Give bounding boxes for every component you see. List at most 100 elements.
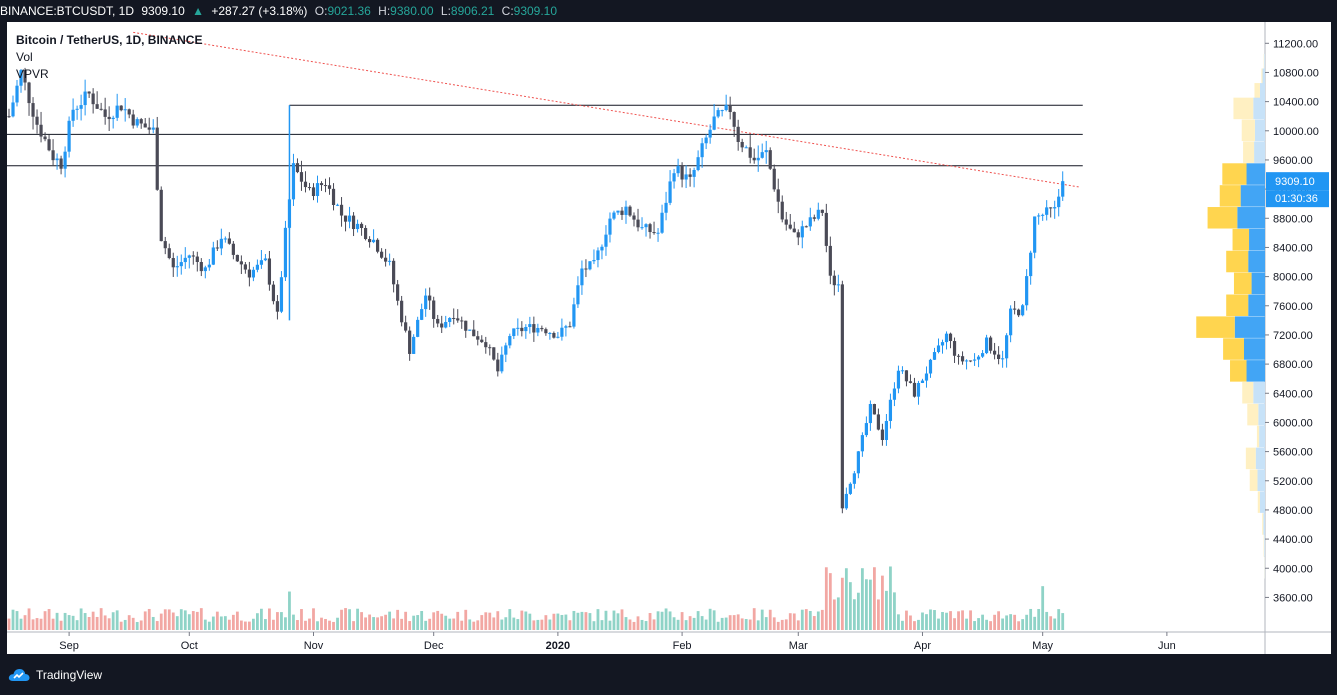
candle-body[interactable] xyxy=(416,319,420,337)
candle-body[interactable] xyxy=(335,204,340,206)
candle-body[interactable] xyxy=(448,317,452,323)
candle-body[interactable] xyxy=(752,157,756,161)
candle-body[interactable] xyxy=(363,228,368,240)
candle-body[interactable] xyxy=(1005,335,1009,359)
candle-body[interactable] xyxy=(892,388,897,400)
candle-body[interactable] xyxy=(63,151,67,169)
candle-body[interactable] xyxy=(371,239,376,243)
candle-body[interactable] xyxy=(171,258,175,268)
candle-body[interactable] xyxy=(83,91,87,106)
candle-body[interactable] xyxy=(576,285,580,305)
candle-body[interactable] xyxy=(400,300,404,323)
candle-body[interactable] xyxy=(916,382,921,397)
candle-body[interactable] xyxy=(1045,207,1049,215)
candle-body[interactable] xyxy=(940,342,945,346)
candle-body[interactable] xyxy=(952,341,957,356)
candle-body[interactable] xyxy=(508,336,512,346)
candle-body[interactable] xyxy=(203,267,207,272)
candle-body[interactable] xyxy=(235,254,239,262)
candle-body[interactable] xyxy=(123,109,127,111)
candle-body[interactable] xyxy=(295,163,300,173)
candle-body[interactable] xyxy=(928,359,933,374)
candle-body[interactable] xyxy=(528,324,532,328)
candle-body[interactable] xyxy=(396,284,400,301)
candle-body[interactable] xyxy=(592,260,596,262)
candle-body[interactable] xyxy=(119,105,123,111)
candle-body[interactable] xyxy=(992,350,997,355)
candle-body[interactable] xyxy=(1009,308,1013,336)
candle-body[interactable] xyxy=(660,212,664,233)
candle-body[interactable] xyxy=(404,322,408,331)
candle-body[interactable] xyxy=(636,219,640,228)
candle-body[interactable] xyxy=(19,70,23,86)
candle-body[interactable] xyxy=(868,404,872,424)
candle-body[interactable] xyxy=(960,356,965,362)
candle-body[interactable] xyxy=(500,354,504,372)
candle-body[interactable] xyxy=(207,264,211,268)
candle-body[interactable] xyxy=(444,322,448,328)
candle-body[interactable] xyxy=(884,420,889,440)
candle-body[interactable] xyxy=(187,255,191,258)
candle-body[interactable] xyxy=(672,173,676,182)
candle-body[interactable] xyxy=(424,295,428,310)
candle-body[interactable] xyxy=(59,158,63,169)
candle-body[interactable] xyxy=(908,381,913,383)
candle-body[interactable] xyxy=(852,473,856,484)
candle-body[interactable] xyxy=(680,165,684,180)
candle-body[interactable] xyxy=(107,116,111,120)
candle-body[interactable] xyxy=(824,212,828,246)
candle-body[interactable] xyxy=(904,370,909,382)
candle-body[interactable] xyxy=(267,258,272,285)
candle-body[interactable] xyxy=(380,251,384,258)
candle-body[interactable] xyxy=(199,261,203,272)
candle-body[interactable] xyxy=(151,127,155,130)
candle-body[interactable] xyxy=(872,404,877,415)
candle-body[interactable] xyxy=(367,239,372,243)
candle-body[interactable] xyxy=(688,174,692,177)
candle-body[interactable] xyxy=(997,354,1001,359)
candle-body[interactable] xyxy=(488,347,492,349)
candle-body[interactable] xyxy=(656,232,660,234)
candle-body[interactable] xyxy=(311,187,316,197)
candle-body[interactable] xyxy=(115,105,119,118)
candle-body[interactable] xyxy=(768,150,772,169)
candle-body[interactable] xyxy=(39,124,43,137)
candle-body[interactable] xyxy=(504,345,508,355)
candle-body[interactable] xyxy=(1053,207,1057,209)
candle-body[interactable] xyxy=(71,109,75,121)
candle-body[interactable] xyxy=(668,181,672,203)
candle-body[interactable] xyxy=(536,327,540,333)
candle-body[interactable] xyxy=(271,284,276,302)
candle-body[interactable] xyxy=(472,329,476,337)
candle-body[interactable] xyxy=(432,300,436,319)
candle-body[interactable] xyxy=(79,105,83,109)
candle-body[interactable] xyxy=(804,226,808,228)
candle-body[interactable] xyxy=(788,224,792,229)
candle-body[interactable] xyxy=(564,326,568,328)
candle-body[interactable] xyxy=(740,141,744,148)
candle-body[interactable] xyxy=(968,360,973,362)
candle-body[interactable] xyxy=(219,238,223,249)
chart-pane[interactable]: 11200.00 10800.00 10400.00 10000.00 9600.00 9… xyxy=(7,22,1331,654)
candle-body[interactable] xyxy=(347,215,352,222)
candle-body[interactable] xyxy=(880,429,885,440)
candle-body[interactable] xyxy=(1001,358,1005,360)
candle-body[interactable] xyxy=(720,110,724,112)
candle-body[interactable] xyxy=(864,423,868,436)
candle-body[interactable] xyxy=(712,116,716,130)
candle-body[interactable] xyxy=(548,332,552,334)
candle-body[interactable] xyxy=(708,129,712,138)
candle-body[interactable] xyxy=(652,232,656,234)
candle-body[interactable] xyxy=(355,223,360,230)
candle-body[interactable] xyxy=(408,330,412,354)
candle-body[interactable] xyxy=(1029,252,1033,277)
candle-body[interactable] xyxy=(860,435,864,452)
candle-body[interactable] xyxy=(155,127,159,190)
candle-body[interactable] xyxy=(736,126,740,142)
candle-body[interactable] xyxy=(896,370,901,389)
candle-body[interactable] xyxy=(696,157,700,170)
candle-body[interactable] xyxy=(43,136,47,140)
candle-body[interactable] xyxy=(307,187,312,189)
candle-body[interactable] xyxy=(764,150,768,153)
candle-body[interactable] xyxy=(331,188,336,206)
